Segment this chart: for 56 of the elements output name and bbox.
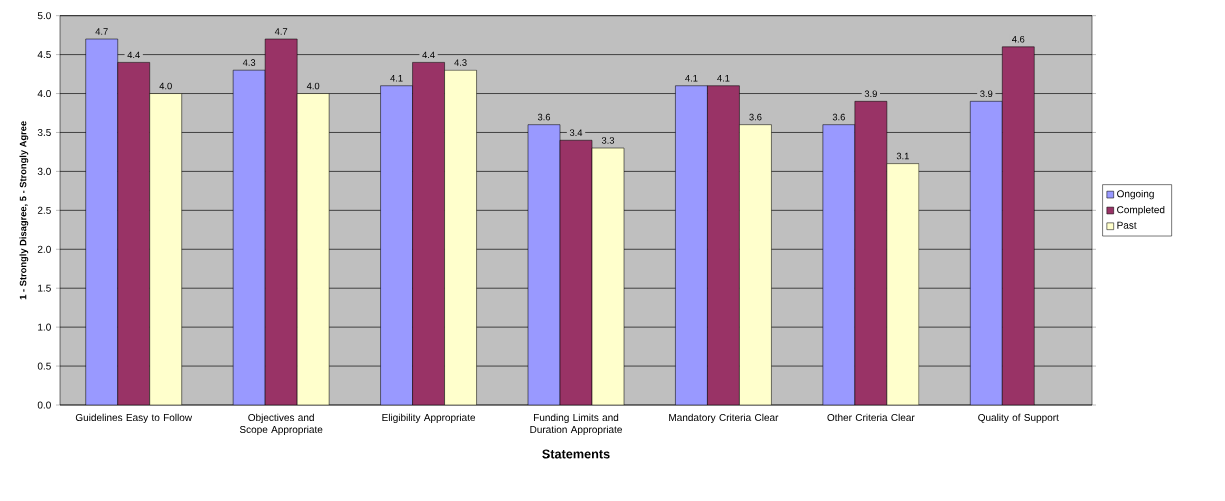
data-label: 3.4	[569, 129, 583, 136]
data-label: 4.0	[159, 82, 172, 90]
y-tick-label: 1.5	[38, 284, 51, 292]
data-label: 4.1	[390, 75, 403, 82]
y-tick-label: 4.5	[37, 51, 51, 59]
x-tick-label: Quality of Support	[978, 413, 1059, 424]
bar	[117, 62, 150, 405]
bar	[380, 85, 413, 405]
legend-label: Ongoing	[1117, 189, 1154, 200]
bar	[412, 62, 445, 405]
bar	[85, 38, 118, 405]
data-label: 3.6	[832, 113, 845, 121]
bar	[854, 101, 888, 405]
bar	[707, 85, 740, 405]
data-label: 4.7	[95, 28, 108, 35]
data-label: 3.9	[980, 90, 993, 98]
legend-label: Completed	[1117, 205, 1165, 216]
data-label: 4.3	[242, 59, 256, 66]
x-tick-label: Mandatory Criteria Clear	[669, 413, 779, 424]
bar	[1002, 46, 1035, 405]
bar	[559, 139, 593, 405]
y-tick-label: 3.5	[37, 128, 51, 137]
y-tick-label: 1.0	[38, 323, 51, 331]
bar	[232, 69, 266, 405]
y-tick-label: 2.0	[37, 245, 51, 253]
data-label: 4.1	[717, 75, 730, 82]
data-label: 3.1	[896, 152, 909, 160]
y-tick-label: 2.5	[37, 206, 51, 214]
data-label: 4.4	[422, 51, 435, 59]
data-label: 3.6	[537, 113, 551, 121]
x-axis-title: Statements	[542, 449, 610, 459]
data-label: 4.3	[454, 59, 467, 66]
x-tick-label: Other Criteria Clear	[827, 413, 915, 422]
data-label: 3.6	[749, 113, 762, 121]
data-label: 4.7	[274, 28, 288, 35]
y-tick-label: 4.0	[37, 89, 51, 98]
x-tick-label: Guidelines Easy to Follow	[75, 413, 193, 424]
data-label: 4.6	[1012, 35, 1025, 43]
x-tick-label: Eligibility Appropriate	[382, 413, 476, 424]
x-tick-label: Funding Limits and Duration Appropriate	[530, 413, 622, 436]
data-label: 3.3	[601, 137, 615, 144]
bar	[675, 85, 708, 405]
y-tick-label: 0.5	[37, 362, 51, 370]
legend-label: Past	[1117, 221, 1137, 229]
data-label: 3.9	[864, 90, 877, 98]
bar	[264, 38, 298, 405]
bar	[970, 101, 1003, 405]
data-label: 4.0	[306, 82, 320, 90]
y-tick-label: 3.0	[37, 167, 51, 175]
data-label: 4.4	[127, 51, 140, 59]
x-tick-label: Objectives and Scope Appropriate	[239, 413, 323, 436]
data-label: 4.1	[685, 75, 698, 82]
bar	[527, 124, 561, 405]
y-tick-label: 0.0	[37, 401, 51, 409]
y-axis-title: 1 - Strongly Disagree, 5 - Strongly Agree	[19, 121, 29, 300]
y-tick-label: 5.0	[37, 12, 51, 20]
